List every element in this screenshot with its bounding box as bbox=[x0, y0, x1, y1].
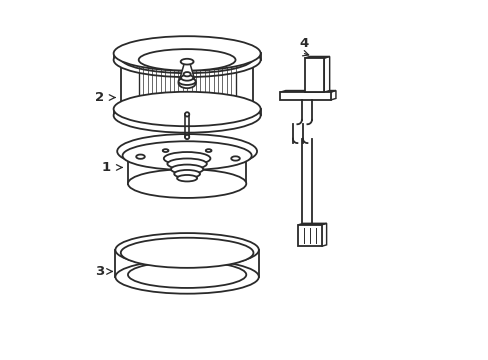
Polygon shape bbox=[178, 63, 195, 83]
Ellipse shape bbox=[139, 49, 235, 71]
Text: 3: 3 bbox=[95, 265, 103, 278]
Bar bbox=[298, 225, 321, 246]
Bar bbox=[280, 92, 330, 100]
Ellipse shape bbox=[167, 158, 206, 169]
Ellipse shape bbox=[178, 78, 195, 88]
Ellipse shape bbox=[184, 112, 189, 117]
Ellipse shape bbox=[122, 141, 251, 170]
Ellipse shape bbox=[163, 152, 210, 165]
Ellipse shape bbox=[171, 165, 203, 174]
Ellipse shape bbox=[121, 43, 253, 73]
Ellipse shape bbox=[174, 170, 200, 178]
Polygon shape bbox=[321, 223, 326, 246]
Ellipse shape bbox=[115, 233, 258, 267]
Polygon shape bbox=[324, 57, 329, 92]
Ellipse shape bbox=[128, 169, 246, 198]
Polygon shape bbox=[280, 90, 335, 92]
Polygon shape bbox=[298, 223, 326, 225]
Ellipse shape bbox=[121, 238, 253, 268]
Ellipse shape bbox=[178, 78, 195, 85]
Ellipse shape bbox=[181, 75, 193, 81]
Ellipse shape bbox=[184, 135, 189, 139]
Ellipse shape bbox=[113, 42, 260, 77]
Ellipse shape bbox=[180, 59, 193, 64]
Polygon shape bbox=[304, 57, 329, 58]
Ellipse shape bbox=[231, 156, 239, 161]
Ellipse shape bbox=[115, 260, 258, 294]
Ellipse shape bbox=[113, 36, 260, 71]
Ellipse shape bbox=[136, 154, 144, 159]
Ellipse shape bbox=[163, 149, 168, 152]
Ellipse shape bbox=[205, 149, 211, 152]
Text: 1: 1 bbox=[102, 161, 111, 174]
Text: 2: 2 bbox=[95, 91, 103, 104]
Text: 4: 4 bbox=[299, 37, 307, 50]
Ellipse shape bbox=[128, 261, 246, 288]
Ellipse shape bbox=[117, 134, 257, 168]
Bar bbox=[304, 58, 324, 92]
Ellipse shape bbox=[113, 92, 260, 126]
Polygon shape bbox=[330, 90, 335, 100]
Ellipse shape bbox=[139, 99, 235, 121]
Ellipse shape bbox=[113, 98, 260, 133]
Ellipse shape bbox=[183, 72, 190, 76]
Ellipse shape bbox=[177, 175, 197, 181]
